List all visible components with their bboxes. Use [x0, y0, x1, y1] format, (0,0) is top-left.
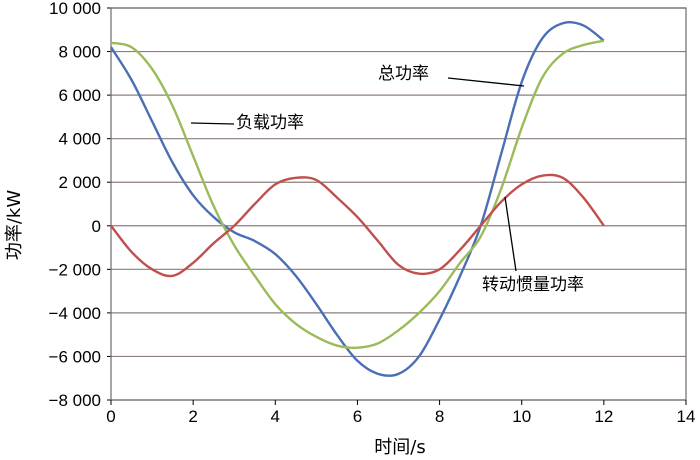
x-axis-title: 时间/s: [374, 437, 425, 458]
x-tick-label: 0: [106, 407, 115, 426]
y-tick-label: 2 000: [58, 173, 101, 192]
y-tick-label: −6 000: [49, 347, 101, 366]
annotation-label: 负载功率: [236, 113, 304, 133]
series-line: [110, 39, 605, 350]
y-tick-label: 10 000: [49, 0, 101, 18]
x-tick-label: 14: [677, 407, 696, 426]
series-line: [109, 21, 605, 377]
x-tick-label: 2: [188, 407, 197, 426]
x-tick-label: 4: [271, 407, 280, 426]
annotation-leader-line: [447, 77, 525, 87]
y-tick-label: 0: [92, 217, 101, 236]
series-layer: [109, 21, 605, 377]
annotation-leader-line: [504, 196, 517, 272]
y-tick-label: 4 000: [58, 130, 101, 149]
x-tick-label: 10: [512, 407, 531, 426]
x-tick-label: 6: [353, 407, 362, 426]
y-tick-label: −2 000: [49, 260, 101, 279]
annotation-leader-line: [190, 122, 235, 125]
annotation-label: 总功率: [378, 64, 429, 84]
series-line: [110, 173, 605, 278]
x-tick-label: 8: [435, 407, 444, 426]
annotation-label: 转动惯量功率: [482, 275, 584, 295]
y-axis-title: 功率/kW: [4, 190, 25, 260]
y-tick-label: 8 000: [58, 43, 101, 62]
y-tick-label: 6 000: [58, 86, 101, 105]
y-tick-label: −4 000: [49, 304, 101, 323]
plot-frame: [110, 7, 687, 401]
axis-layer: 10 000 8 000 6 000 4 000 2 000 0 −2 000 −4 000 −…: [49, 0, 696, 426]
y-tick-label: −8 000: [49, 391, 101, 410]
x-tick-label: 12: [594, 407, 613, 426]
